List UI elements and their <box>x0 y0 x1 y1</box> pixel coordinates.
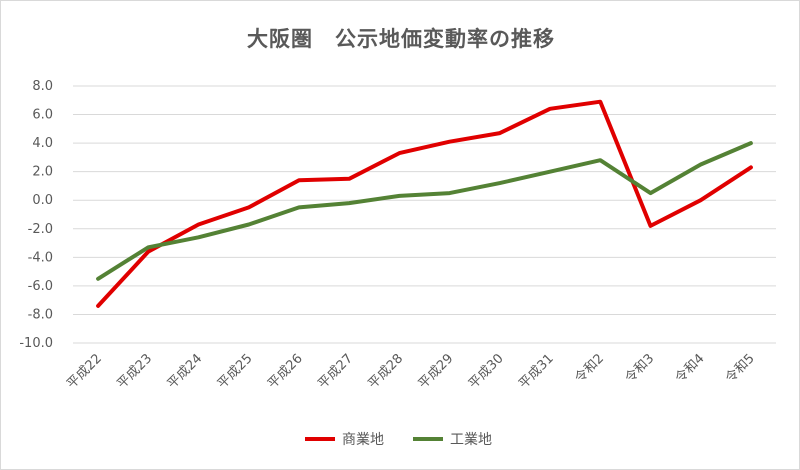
x-tick-label: 令和3 <box>622 351 657 386</box>
y-tick-label: 6.0 <box>32 108 53 123</box>
series-line-industrial <box>96 141 753 281</box>
x-tick-label: 平成25 <box>215 351 256 392</box>
x-tick-label: 平成26 <box>265 351 306 392</box>
series-line-commercial <box>96 99 753 308</box>
y-tick-label: -6.0 <box>28 279 53 294</box>
gridlines <box>73 85 776 344</box>
y-axis-ticks: 8.0 6.0 4.0 2.0 0.0 -2.0 -4.0 -6.0 -8.0 -10.0 <box>19 79 53 351</box>
legend-label: 工業地 <box>450 432 492 448</box>
x-tick-label: 平成31 <box>516 351 557 392</box>
x-tick-label: 平成27 <box>315 351 356 392</box>
x-tick-label: 令和4 <box>673 351 708 386</box>
legend: 商業地 工業地 <box>305 432 492 448</box>
legend-label: 商業地 <box>342 432 384 448</box>
y-tick-label: 0.0 <box>32 193 53 208</box>
x-tick-label: 令和5 <box>723 351 758 386</box>
x-tick-label: 令和2 <box>572 351 607 386</box>
x-axis-ticks: 平成22 平成23 平成24 平成25 平成26 平成27 平成28 平成29 平成30 平成31… <box>64 351 757 392</box>
chart-title: 大阪圏 公示地価変動率の推移 <box>247 27 555 51</box>
y-tick-label: 4.0 <box>32 136 53 151</box>
x-tick-label: 平成28 <box>366 351 407 392</box>
series-lines <box>96 99 753 308</box>
y-tick-label: 8.0 <box>32 79 53 94</box>
y-tick-label: -8.0 <box>28 307 53 322</box>
y-tick-label: -10.0 <box>19 336 53 351</box>
y-tick-label: -2.0 <box>28 222 53 237</box>
x-tick-label: 平成22 <box>64 351 105 392</box>
y-tick-label: 2.0 <box>32 165 53 180</box>
x-tick-label: 平成23 <box>114 351 155 392</box>
x-tick-label: 平成29 <box>416 351 457 392</box>
x-tick-label: 平成24 <box>165 351 206 392</box>
x-tick-label: 平成30 <box>466 351 507 392</box>
y-tick-label: -4.0 <box>28 250 53 265</box>
